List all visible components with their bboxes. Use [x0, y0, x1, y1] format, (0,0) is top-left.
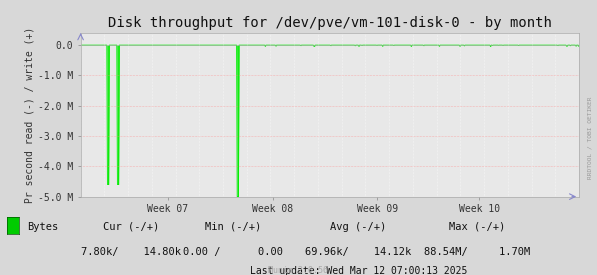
Title: Disk throughput for /dev/pve/vm-101-disk-0 - by month: Disk throughput for /dev/pve/vm-101-disk… [108, 16, 552, 31]
Text: 0.00 /      0.00: 0.00 / 0.00 [183, 247, 283, 257]
Text: Max (-/+): Max (-/+) [450, 222, 506, 232]
Text: Bytes: Bytes [27, 222, 58, 232]
Text: 7.80k/    14.80k: 7.80k/ 14.80k [81, 247, 181, 257]
Text: RRDTOOL / TOBI OETIKER: RRDTOOL / TOBI OETIKER [587, 96, 592, 179]
Text: 69.96k/    14.12k: 69.96k/ 14.12k [305, 247, 411, 257]
Text: Cur (-/+): Cur (-/+) [103, 222, 159, 232]
Y-axis label: Pr second read (-) / write (+): Pr second read (-) / write (+) [25, 27, 35, 203]
Text: Last update: Wed Mar 12 07:00:13 2025: Last update: Wed Mar 12 07:00:13 2025 [250, 266, 467, 275]
Text: Munin 2.0.56: Munin 2.0.56 [269, 266, 328, 275]
Text: 88.54M/     1.70M: 88.54M/ 1.70M [424, 247, 531, 257]
Text: Avg (-/+): Avg (-/+) [330, 222, 386, 232]
Text: Min (-/+): Min (-/+) [205, 222, 261, 232]
